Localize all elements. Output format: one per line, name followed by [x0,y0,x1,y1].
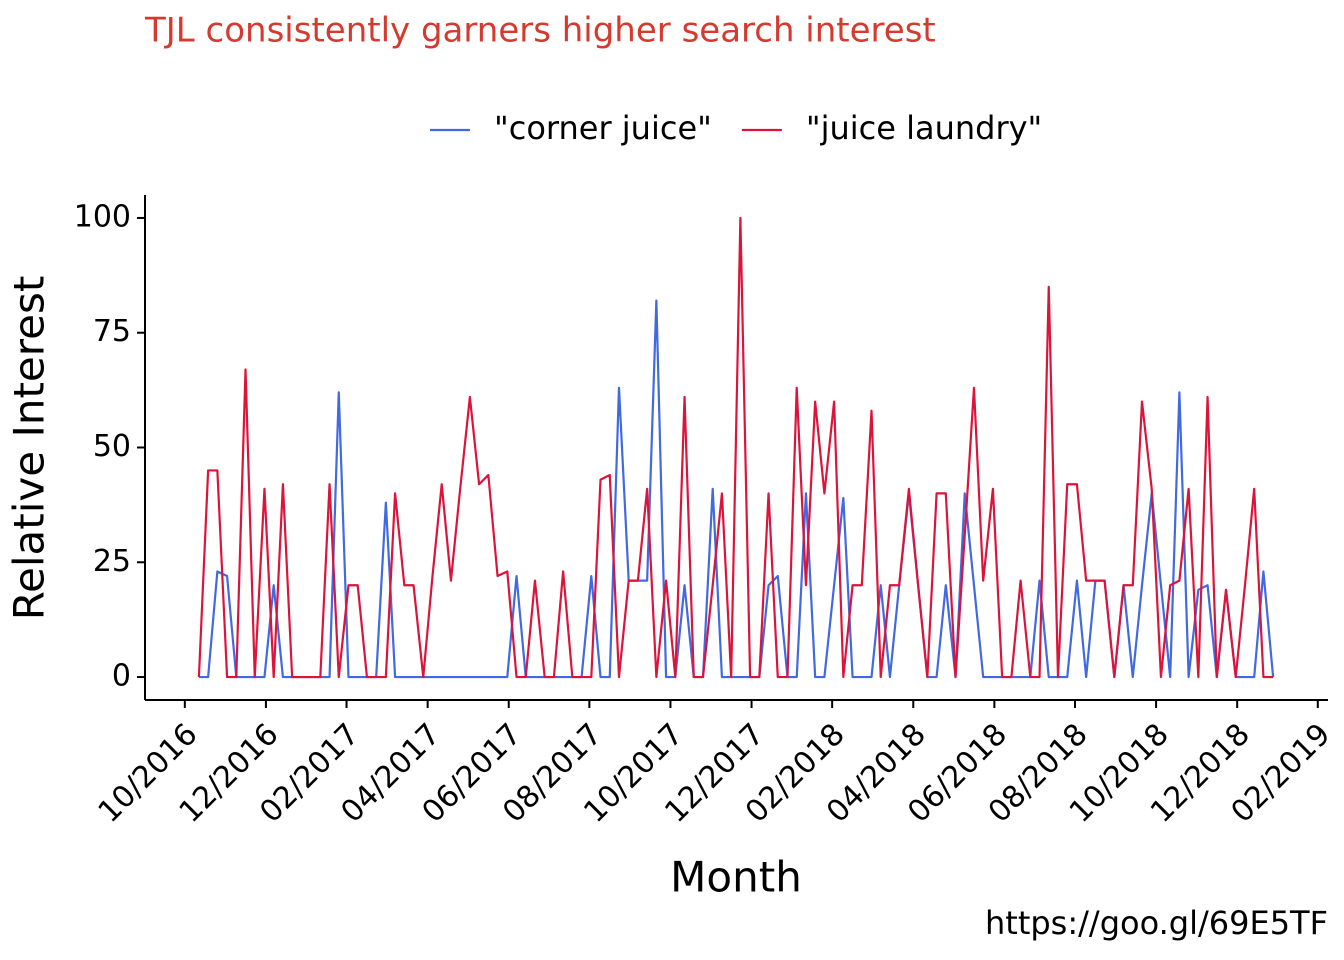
caption: https://goo.gl/69E5TF [985,904,1328,942]
y-tick-label: 75 [93,314,131,349]
series-line [198,299,1275,679]
x-axis-label: Month [670,853,802,902]
y-tick-label: 25 [93,544,131,579]
legend-label: "juice laundry" [806,109,1042,147]
y-tick-label: 100 [74,199,131,234]
y-tick-label: 50 [93,429,131,464]
series-line [197,216,1274,679]
chart-title: TJL consistently garners higher search i… [144,11,936,51]
legend-label: "corner juice" [494,109,712,147]
y-tick-label: 0 [112,659,131,694]
y-axis-label: Relative Interest [5,276,54,621]
